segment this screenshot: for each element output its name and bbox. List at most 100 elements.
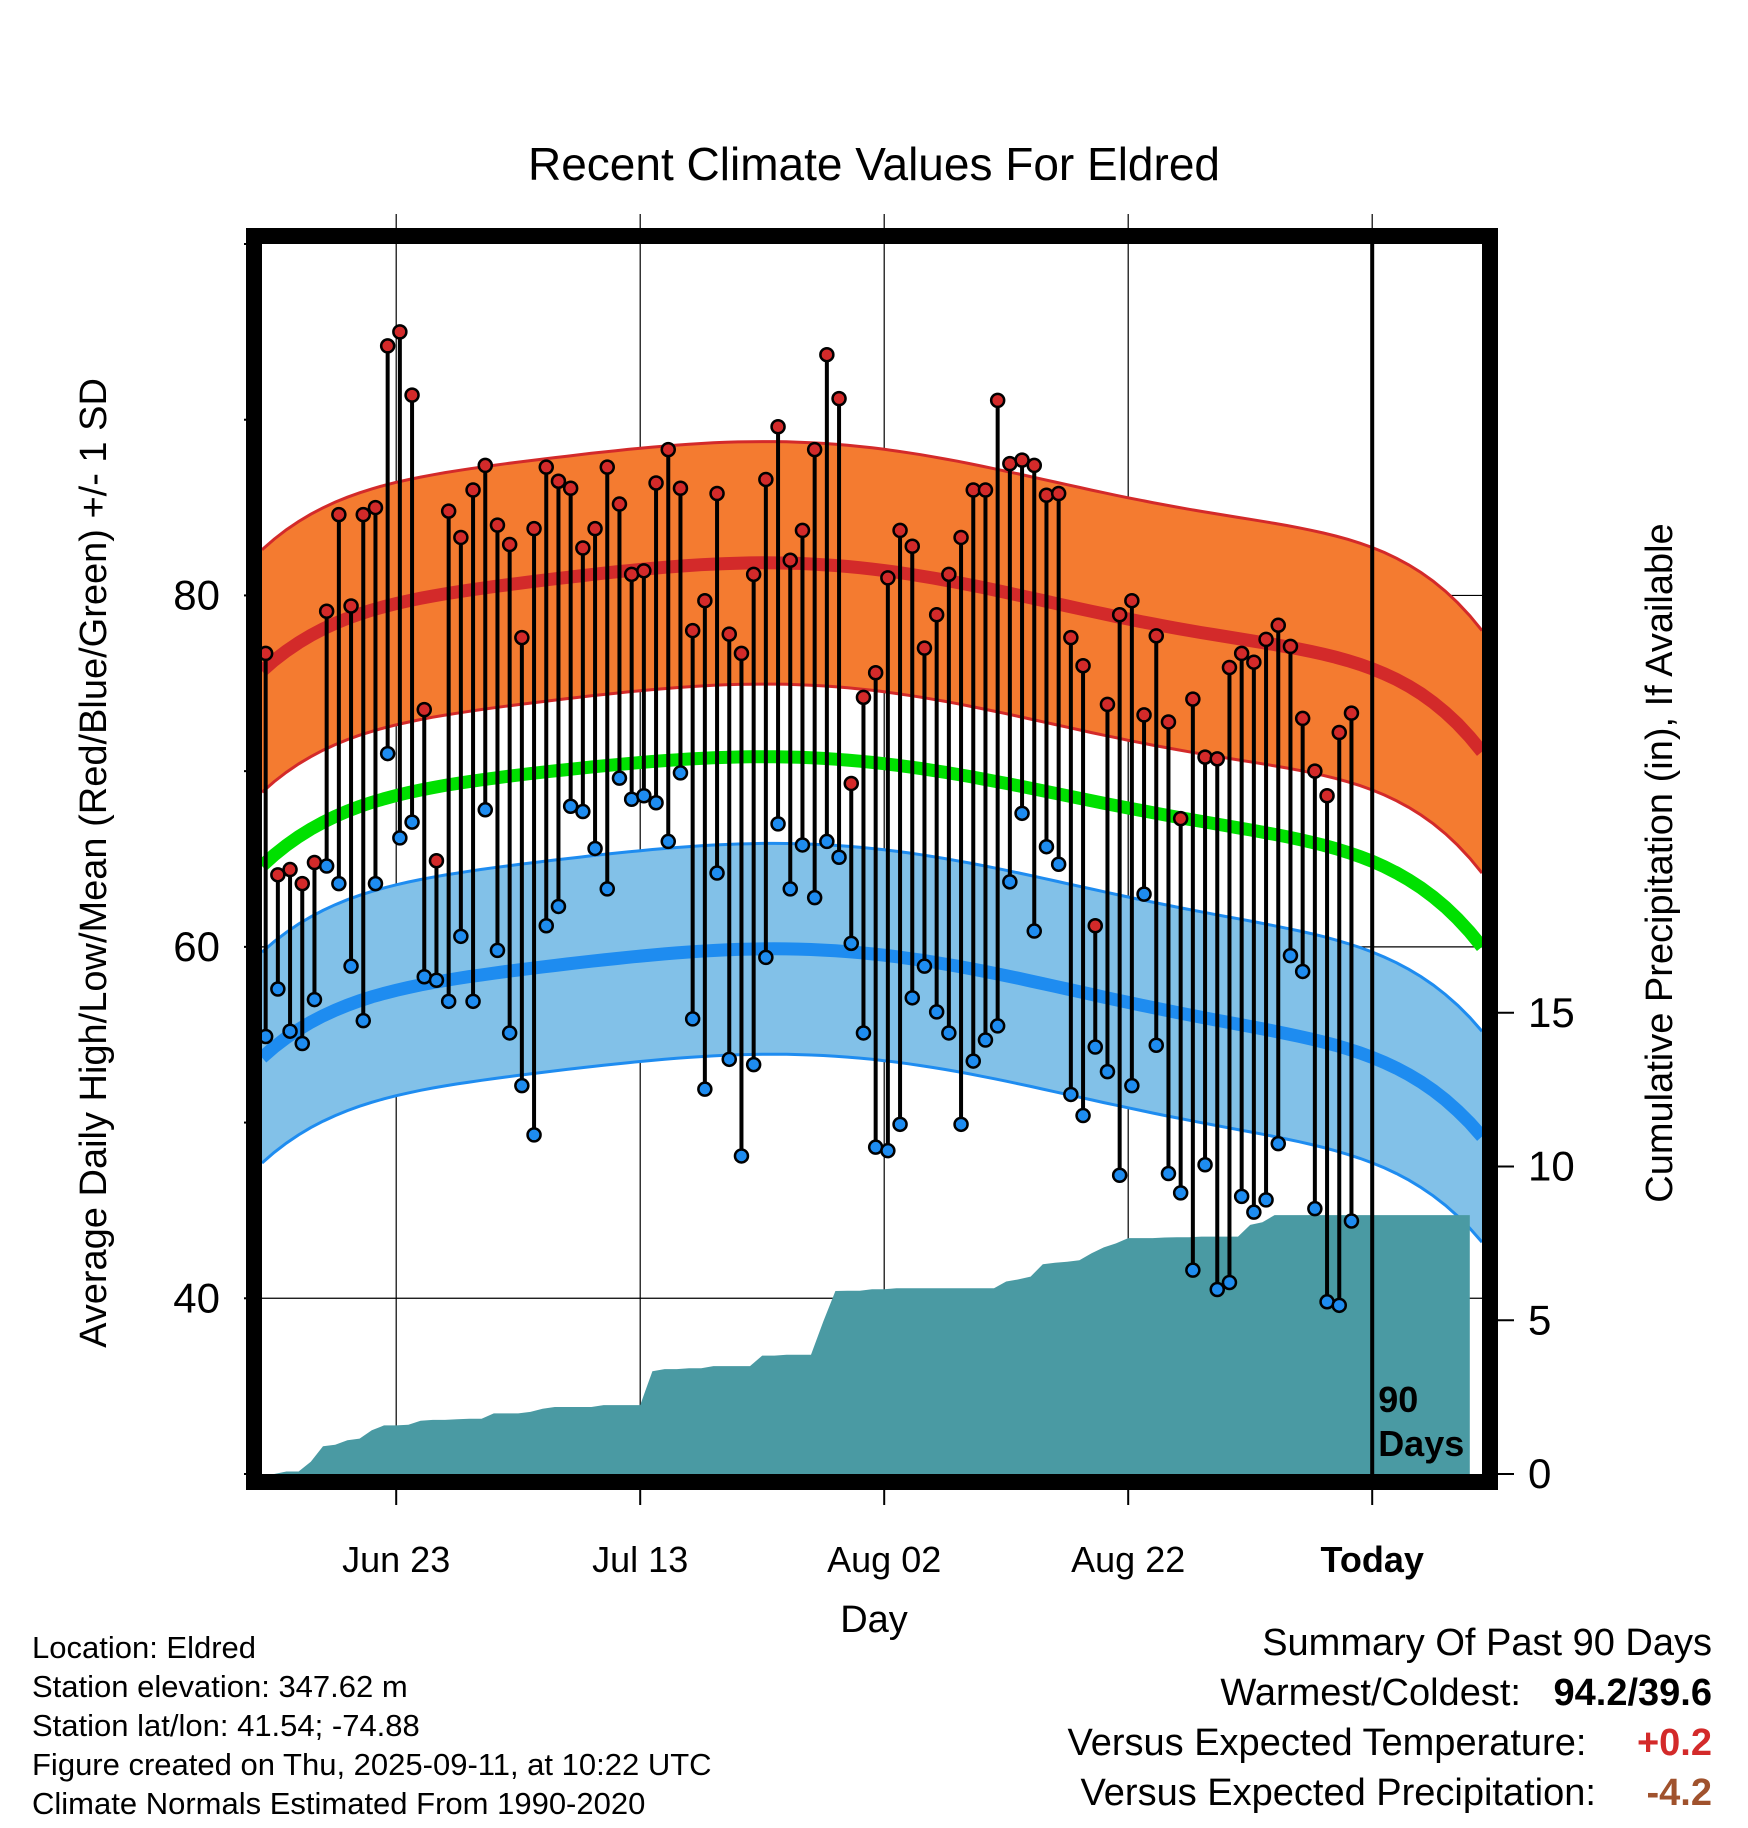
low-point xyxy=(758,949,774,966)
low-point xyxy=(270,981,286,997)
high-point xyxy=(819,346,835,363)
high-point xyxy=(867,664,884,681)
precip-area xyxy=(262,1215,1470,1474)
high-point xyxy=(1282,638,1299,655)
high-point xyxy=(1343,705,1360,721)
low-point xyxy=(501,1025,518,1041)
low-point xyxy=(1063,1086,1079,1103)
low-point xyxy=(1209,1281,1226,1298)
high-point xyxy=(1209,751,1226,767)
high-point xyxy=(1331,724,1348,741)
high-point xyxy=(1075,657,1091,674)
temp-value: +0.2 xyxy=(1636,1722,1712,1764)
low-point xyxy=(318,858,335,874)
chart-title: Recent Climate Values For Eldred xyxy=(528,138,1220,190)
high-point xyxy=(526,520,542,537)
high-point xyxy=(770,418,786,435)
low-point xyxy=(611,770,628,786)
high-point xyxy=(892,522,908,539)
y-tick-label: 60 xyxy=(173,923,220,970)
low-point xyxy=(1343,1213,1360,1229)
y-tick-label: 40 xyxy=(173,1274,220,1321)
high-point xyxy=(660,441,677,458)
high-point xyxy=(416,701,433,718)
low-point xyxy=(1087,1039,1104,1055)
low-point xyxy=(745,1056,762,1073)
low-point xyxy=(1197,1156,1213,1173)
high-point xyxy=(928,607,945,623)
today-label-unit: Days xyxy=(1378,1423,1464,1464)
low-point xyxy=(343,958,359,974)
y-tick-label: 80 xyxy=(173,571,220,618)
low-point xyxy=(526,1127,542,1143)
high-point xyxy=(977,482,994,498)
x-tick-label: Today xyxy=(1321,1539,1424,1580)
high-point xyxy=(331,506,347,523)
low-point xyxy=(904,990,921,1006)
low-point xyxy=(684,1011,701,1027)
low-point xyxy=(331,875,347,892)
temp-label: Versus Expected Temperature: xyxy=(1067,1722,1587,1764)
x-tick-label: Aug 02 xyxy=(827,1539,941,1580)
low-point xyxy=(1294,963,1311,980)
low-point xyxy=(880,1142,896,1159)
high-point xyxy=(465,482,481,498)
summary-warm-cold: Warmest/Coldest: 94.2/39.6 xyxy=(1220,1672,1712,1715)
high-point xyxy=(1026,457,1043,474)
low-point xyxy=(404,814,420,830)
x-axis-label: Day xyxy=(840,1599,908,1641)
warm-cold-label: Warmest/Coldest: xyxy=(1220,1672,1521,1714)
x-tick-label: Aug 22 xyxy=(1071,1539,1185,1580)
summary-title: Summary Of Past 90 Days xyxy=(1262,1622,1712,1664)
high-point xyxy=(684,622,701,639)
high-point xyxy=(672,480,689,496)
low-point xyxy=(1111,1167,1128,1184)
low-point xyxy=(587,840,603,857)
low-point xyxy=(1221,1274,1238,1291)
low-point xyxy=(514,1077,530,1094)
high-point xyxy=(1014,452,1030,468)
low-point xyxy=(819,833,835,850)
x-tick-label: Jun 23 xyxy=(342,1539,450,1580)
high-point xyxy=(538,459,555,475)
high-point xyxy=(343,598,359,614)
high-point xyxy=(1099,696,1116,713)
low-point xyxy=(367,875,384,892)
warm-cold-value: 94.2/39.6 xyxy=(1553,1672,1712,1714)
low-point xyxy=(1075,1107,1091,1124)
high-point xyxy=(404,387,420,403)
low-point xyxy=(1026,923,1043,939)
low-point xyxy=(440,993,457,1010)
low-point xyxy=(1050,856,1067,873)
high-point xyxy=(1050,485,1067,502)
low-point xyxy=(965,1053,982,1069)
low-point xyxy=(1258,1192,1274,1208)
high-point xyxy=(1233,645,1250,662)
precip-label: Versus Expected Precipitation: xyxy=(1080,1772,1596,1814)
high-point xyxy=(501,536,518,553)
high-point xyxy=(514,629,530,646)
high-point xyxy=(575,540,591,556)
low-sd-band xyxy=(262,843,1482,1243)
y-axis-label: Average Daily High/Low/Mean (Red/Blue/Gr… xyxy=(73,378,115,1348)
low-point xyxy=(1307,1200,1323,1217)
low-point xyxy=(1124,1077,1140,1094)
high-point xyxy=(440,503,457,519)
high-point xyxy=(611,496,628,512)
low-point xyxy=(941,1025,957,1041)
low-point xyxy=(282,1023,298,1039)
low-point xyxy=(1331,1297,1348,1314)
high-point xyxy=(953,529,969,546)
high-point xyxy=(648,475,664,491)
low-point xyxy=(843,935,860,952)
low-point xyxy=(1002,874,1018,890)
high-point xyxy=(782,552,799,569)
low-point xyxy=(977,1032,994,1048)
low-point xyxy=(709,865,725,881)
precip-value: -4.2 xyxy=(1646,1772,1712,1814)
info-created: Figure created on Thu, 2025-09-11, at 10… xyxy=(32,1747,712,1782)
high-point xyxy=(1246,654,1262,670)
low-point xyxy=(989,1018,1006,1034)
low-point xyxy=(392,830,408,846)
